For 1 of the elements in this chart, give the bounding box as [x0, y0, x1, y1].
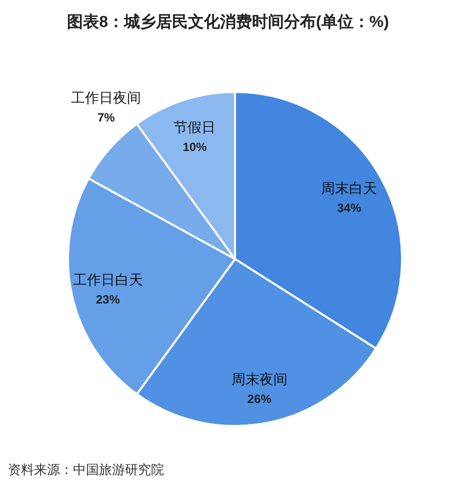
title: 图表8：城乡居民文化消费时间分布(单位：%)	[67, 14, 389, 31]
